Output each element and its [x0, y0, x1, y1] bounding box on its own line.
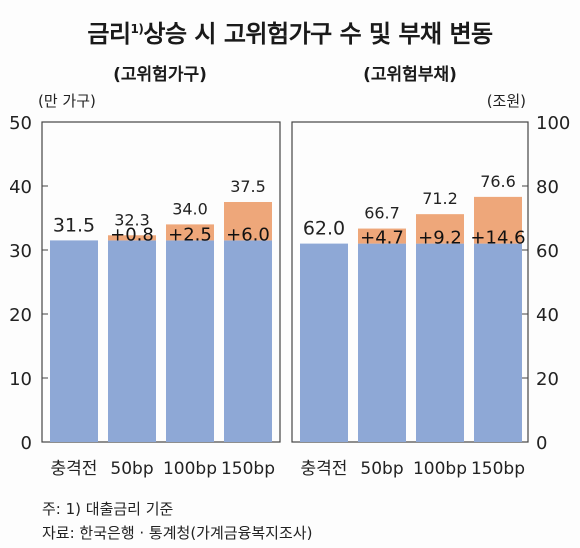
bar-total-label: 76.6 [480, 172, 516, 191]
bar-base [166, 240, 214, 442]
bar-total-label: 32.3 [114, 210, 150, 229]
y-tick-label: 20 [536, 369, 559, 390]
y-axis-unit-label: (만 가구) [38, 92, 96, 110]
y-tick-label: 0 [21, 433, 32, 454]
x-category-label: 100bp [413, 459, 467, 479]
y-tick-label: 50 [9, 113, 32, 134]
y-tick-label: 30 [9, 241, 32, 262]
panel-subtitle: (고위험가구) [113, 64, 207, 85]
x-category-label: 150bp [221, 459, 275, 479]
x-category-label: 충격전 [301, 459, 348, 479]
plot-frame [41, 121, 281, 443]
bar-increase [416, 214, 464, 244]
bar-increase-label: +14.6 [470, 228, 525, 249]
bar-increase [358, 228, 406, 244]
bar-total-label: 37.5 [230, 177, 266, 196]
bar-base [416, 243, 464, 442]
panel-subtitle: (고위험부채) [363, 64, 457, 85]
bar-increase [108, 235, 156, 241]
bar-total-label: 71.2 [422, 189, 458, 208]
bar-total-label: 66.7 [364, 204, 400, 223]
y-tick-label: 20 [9, 305, 32, 326]
plot-frame [291, 121, 529, 443]
title-prefix: 금리 [87, 20, 131, 48]
y-tick-label: 10 [9, 369, 32, 390]
footnote: 주: 1) 대출금리 기준 [42, 500, 174, 518]
x-category-label: 50bp [110, 459, 153, 479]
chart-title: 금리1)상승 시 고위험가구 수 및 부채 변동 [0, 14, 580, 49]
bar-base [50, 240, 98, 442]
bar-increase-label: +0.8 [110, 224, 154, 245]
bar-increase-label: +9.2 [418, 228, 462, 249]
title-footnote-mark: 1) [130, 22, 144, 36]
bar-base [108, 240, 156, 442]
bar-base [224, 240, 272, 442]
x-category-label: 충격전 [51, 459, 98, 479]
bar-increase [474, 196, 522, 244]
x-category-label: 100bp [163, 459, 217, 479]
bar-total-label: 31.5 [53, 214, 95, 236]
source-note: 자료: 한국은행 · 통계청(가계금융복지조사) [42, 524, 313, 542]
bar-total-label: 62.0 [303, 218, 345, 240]
bar-increase-label: +6.0 [226, 224, 270, 245]
bar-increase-label: +2.5 [168, 224, 212, 245]
bar-base [300, 243, 348, 442]
x-category-label: 50bp [360, 459, 403, 479]
title-suffix: 상승 시 고위험가구 수 및 부채 변동 [143, 20, 493, 48]
bar-base [358, 243, 406, 442]
y-tick-label: 40 [536, 305, 559, 326]
y-tick-label: 0 [536, 433, 547, 454]
y-tick-label: 80 [536, 177, 559, 198]
bar-increase [224, 202, 272, 241]
bar-increase-label: +4.7 [360, 228, 404, 249]
bar-increase [166, 224, 214, 241]
x-category-label: 150bp [471, 459, 525, 479]
bar-base [474, 243, 522, 442]
y-axis-unit-label: (조원) [487, 92, 526, 110]
y-tick-label: 100 [536, 113, 570, 134]
bar-total-label: 34.0 [172, 199, 208, 218]
y-tick-label: 60 [536, 241, 559, 262]
y-tick-label: 40 [9, 177, 32, 198]
